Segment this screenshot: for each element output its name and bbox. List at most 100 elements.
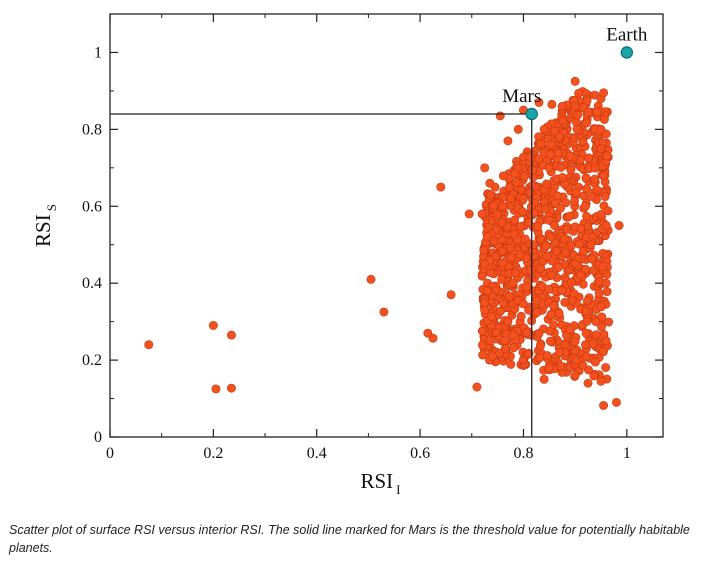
data-point <box>486 190 496 200</box>
data-point <box>535 341 545 351</box>
data-point <box>542 179 551 189</box>
data-point <box>478 350 488 360</box>
data-point <box>597 312 607 322</box>
data-point <box>477 271 487 281</box>
data-point <box>480 298 490 308</box>
data-point <box>508 330 518 340</box>
x-axis-label: RSI I <box>360 469 400 497</box>
data-point <box>480 305 490 315</box>
data-point <box>599 115 609 124</box>
data-point <box>366 274 376 284</box>
data-point <box>591 317 601 327</box>
data-point <box>506 193 515 203</box>
data-point <box>596 209 606 219</box>
data-point <box>547 99 557 109</box>
data-point <box>565 324 575 334</box>
data-point <box>586 191 596 201</box>
data-point <box>477 209 487 219</box>
data-point <box>573 110 583 120</box>
data-point <box>560 297 570 307</box>
y-tick-label: 0.6 <box>82 198 102 215</box>
data-point <box>533 222 543 232</box>
data-point <box>208 321 218 330</box>
data-point <box>491 225 501 235</box>
data-point <box>566 165 576 175</box>
data-point <box>510 215 520 225</box>
data-point <box>582 118 592 128</box>
x-tick-label: 0 <box>106 445 114 462</box>
data-point <box>581 264 590 274</box>
data-point <box>571 356 581 366</box>
data-point <box>583 107 593 117</box>
data-point <box>480 163 490 173</box>
data-point <box>487 312 497 322</box>
data-point <box>599 88 609 98</box>
data-point <box>588 266 598 275</box>
data-point <box>511 177 521 187</box>
data-point <box>446 290 456 300</box>
data-point <box>544 163 554 173</box>
data-point <box>582 184 592 194</box>
data-point <box>590 174 600 184</box>
scatter-chart: Mars Earth 0 0.2 0.4 0.6 0.8 1 0 0.2 0.4 0.6 0.8 1 R… <box>31 13 664 497</box>
data-point <box>600 192 610 201</box>
data-point <box>559 234 569 244</box>
data-point <box>477 326 487 336</box>
data-point <box>519 299 528 309</box>
data-point <box>497 218 507 228</box>
axis-ticks: 0 0.2 0.4 0.6 0.8 1 0 0.2 0.4 0.6 0.8 1 <box>82 14 663 462</box>
data-point <box>582 351 592 361</box>
data-point <box>581 340 590 350</box>
data-point <box>532 308 542 318</box>
data-point <box>614 221 624 230</box>
data-point <box>582 316 592 326</box>
data-point <box>567 277 577 287</box>
x-tick-label: 0.4 <box>307 445 327 462</box>
mars-label: Mars <box>502 86 541 107</box>
data-point <box>509 343 519 353</box>
data-point <box>582 96 592 106</box>
data-point <box>485 336 495 346</box>
mars-marker <box>525 107 538 121</box>
data-point <box>549 301 558 311</box>
data-point <box>511 268 521 278</box>
data-point <box>581 306 591 316</box>
data-point <box>503 317 513 327</box>
plot-frame <box>109 13 664 438</box>
data-point <box>532 295 542 305</box>
y-tick-label: 0 <box>94 429 102 446</box>
x-tick-label: 0.6 <box>410 445 430 462</box>
data-point <box>555 132 565 142</box>
data-point <box>581 328 591 338</box>
data-point <box>482 232 492 242</box>
data-point <box>526 266 535 276</box>
data-point <box>506 359 516 369</box>
data-point <box>521 328 531 337</box>
data-point <box>583 378 593 388</box>
data-point <box>518 207 528 217</box>
data-point <box>597 322 606 332</box>
data-point <box>519 194 528 204</box>
data-point <box>570 337 580 347</box>
data-point <box>599 347 609 357</box>
data-point <box>557 101 567 111</box>
data-point <box>586 254 596 264</box>
data-point <box>578 360 588 370</box>
data-point <box>601 221 611 230</box>
data-point <box>479 246 489 256</box>
data-point <box>519 171 529 181</box>
y-tick-label: 0.2 <box>82 352 102 369</box>
data-point <box>504 292 514 301</box>
data-point <box>546 270 556 280</box>
data-point <box>524 217 534 227</box>
data-point <box>500 336 510 346</box>
data-point <box>497 274 507 284</box>
data-point <box>550 221 559 230</box>
data-point <box>553 191 563 201</box>
x-tick-label: 0.2 <box>203 445 223 462</box>
data-point <box>557 285 567 295</box>
y-tick-label: 1 <box>94 44 102 61</box>
data-point <box>513 124 523 134</box>
data-point <box>574 88 584 98</box>
data-point <box>551 246 561 256</box>
